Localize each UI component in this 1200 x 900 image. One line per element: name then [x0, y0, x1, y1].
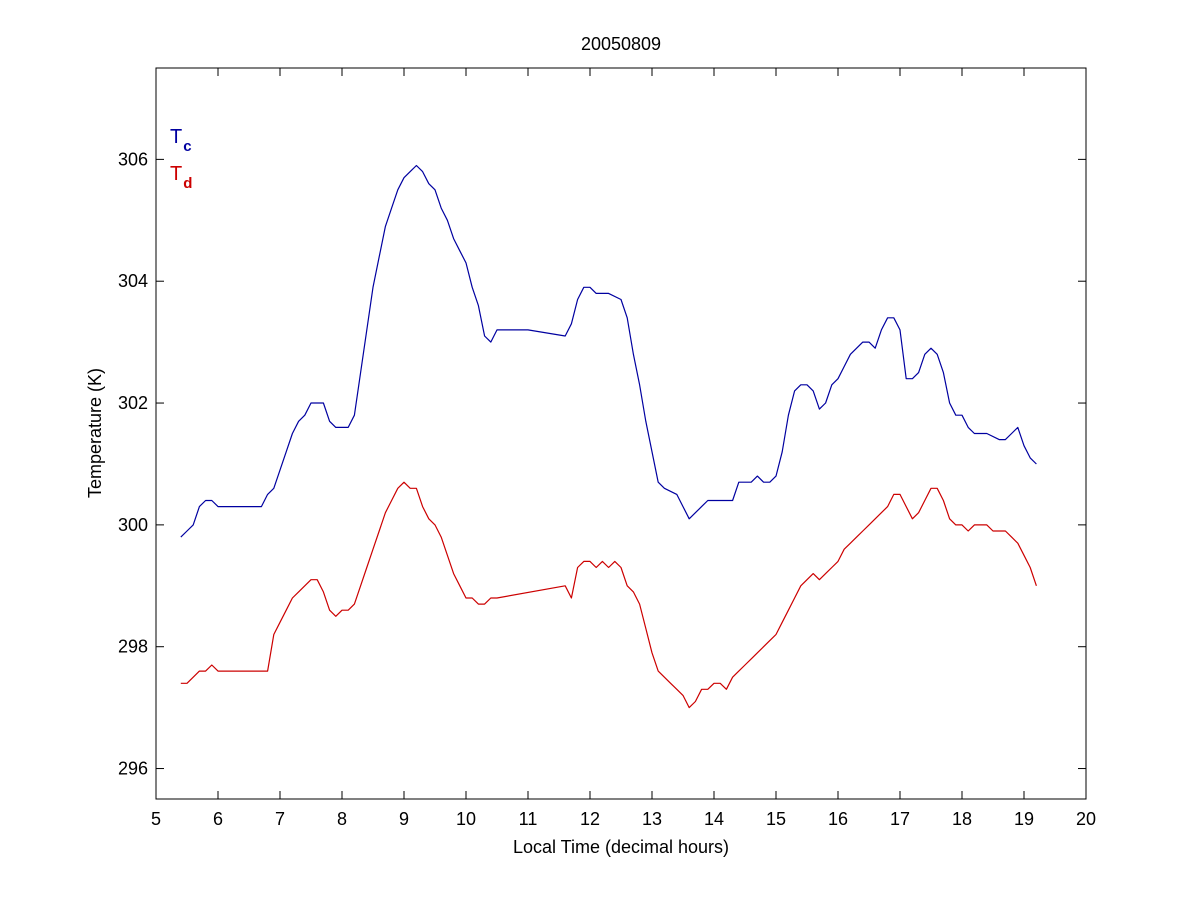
x-tick-label: 8 [337, 809, 347, 829]
legend: Tc Td [170, 126, 192, 192]
x-axis-label: Local Time (decimal hours) [513, 837, 729, 857]
y-tick-label: 306 [118, 149, 148, 169]
x-tick-label: 14 [704, 809, 724, 829]
x-tick-label: 11 [519, 809, 538, 829]
x-tick-label: 17 [890, 809, 910, 829]
x-tick-label: 7 [275, 809, 285, 829]
y-tick-label: 300 [118, 515, 148, 535]
legend-entry-td: Td [170, 163, 192, 192]
y-tick-label: 302 [118, 393, 148, 413]
x-tick-label: 5 [151, 809, 161, 829]
x-tick-label: 9 [399, 809, 409, 829]
x-tick-label: 16 [828, 809, 848, 829]
chart-title: 20050809 [581, 34, 661, 54]
series-line-td [180, 481, 1037, 709]
series-line-tc [180, 164, 1037, 538]
y-axis-label: Temperature (K) [85, 368, 105, 498]
legend-tc-sub: c [183, 138, 191, 155]
x-tick-label: 18 [952, 809, 972, 829]
y-tick-label: 296 [118, 759, 148, 779]
x-tick-label: 19 [1014, 809, 1034, 829]
legend-td-main: T [170, 163, 182, 185]
x-tick-label: 15 [766, 809, 786, 829]
y-axis-ticks: 296 298 300 302 304 306 [118, 149, 1086, 779]
x-tick-label: 6 [213, 809, 223, 829]
x-tick-label: 12 [580, 809, 600, 829]
x-tick-label: 10 [456, 809, 476, 829]
plot-area [155, 67, 1087, 800]
legend-td-sub: d [183, 175, 192, 192]
y-tick-label: 298 [118, 637, 148, 657]
series-group [180, 164, 1037, 709]
legend-entry-tc: Tc [170, 126, 192, 155]
x-tick-label: 13 [642, 809, 662, 829]
y-tick-label: 304 [118, 271, 148, 291]
x-tick-label: 20 [1076, 809, 1096, 829]
x-axis-ticks: 5 6 7 8 9 10 11 12 13 14 15 16 17 18 19 20 [151, 68, 1096, 829]
legend-tc-main: T [170, 126, 182, 148]
